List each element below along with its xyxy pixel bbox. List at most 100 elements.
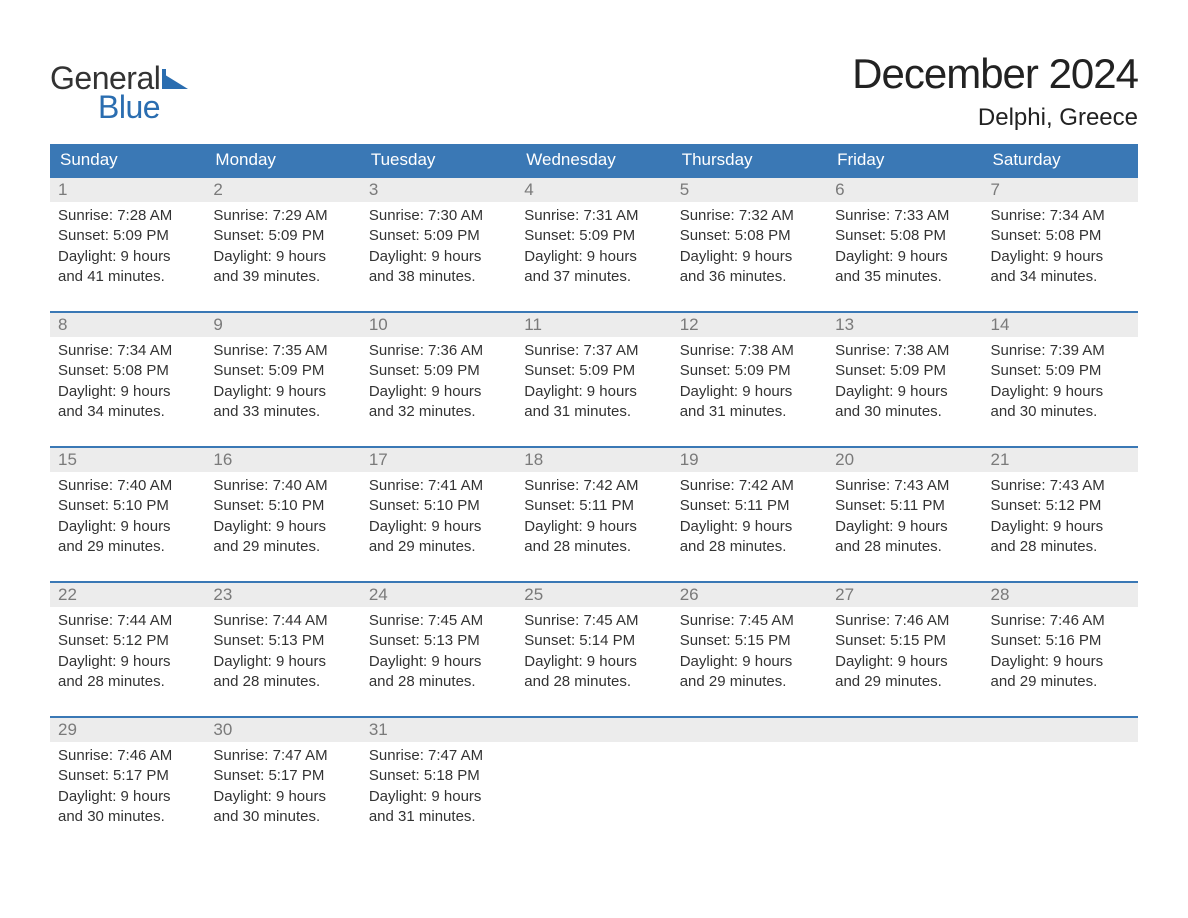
- daylight-text: Daylight: 9 hours: [991, 652, 1130, 672]
- daylight-text: and 33 minutes.: [213, 402, 352, 422]
- sunset-text: Sunset: 5:09 PM: [835, 361, 974, 381]
- daylight-text: Daylight: 9 hours: [835, 517, 974, 537]
- day-details: Sunrise: 7:36 AMSunset: 5:09 PMDaylight:…: [361, 337, 516, 428]
- daylight-text: Daylight: 9 hours: [680, 247, 819, 267]
- sunrise-text: Sunrise: 7:47 AM: [213, 746, 352, 766]
- daylight-text: and 29 minutes.: [835, 672, 974, 692]
- sunrise-text: Sunrise: 7:36 AM: [369, 341, 508, 361]
- day-details: Sunrise: 7:33 AMSunset: 5:08 PMDaylight:…: [827, 202, 982, 293]
- calendar-day: 12Sunrise: 7:38 AMSunset: 5:09 PMDayligh…: [672, 313, 827, 428]
- daylight-text: Daylight: 9 hours: [213, 652, 352, 672]
- sunset-text: Sunset: 5:08 PM: [58, 361, 197, 381]
- day-details: Sunrise: 7:44 AMSunset: 5:13 PMDaylight:…: [205, 607, 360, 698]
- sunset-text: Sunset: 5:09 PM: [213, 361, 352, 381]
- calendar-week: 29Sunrise: 7:46 AMSunset: 5:17 PMDayligh…: [50, 716, 1138, 833]
- day-details: Sunrise: 7:45 AMSunset: 5:13 PMDaylight:…: [361, 607, 516, 698]
- day-number: 22: [50, 583, 205, 607]
- daylight-text: and 34 minutes.: [991, 267, 1130, 287]
- daylight-text: and 28 minutes.: [369, 672, 508, 692]
- sunrise-text: Sunrise: 7:30 AM: [369, 206, 508, 226]
- day-number: 9: [205, 313, 360, 337]
- calendar-week: 8Sunrise: 7:34 AMSunset: 5:08 PMDaylight…: [50, 311, 1138, 428]
- day-number: 2: [205, 178, 360, 202]
- daylight-text: Daylight: 9 hours: [213, 787, 352, 807]
- day-details: [827, 742, 982, 752]
- calendar-day: 20Sunrise: 7:43 AMSunset: 5:11 PMDayligh…: [827, 448, 982, 563]
- daylight-text: and 30 minutes.: [835, 402, 974, 422]
- month-title: December 2024: [852, 50, 1138, 98]
- day-details: Sunrise: 7:42 AMSunset: 5:11 PMDaylight:…: [516, 472, 671, 563]
- calendar-day: 16Sunrise: 7:40 AMSunset: 5:10 PMDayligh…: [205, 448, 360, 563]
- day-number: 19: [672, 448, 827, 472]
- day-details: Sunrise: 7:42 AMSunset: 5:11 PMDaylight:…: [672, 472, 827, 563]
- day-details: Sunrise: 7:30 AMSunset: 5:09 PMDaylight:…: [361, 202, 516, 293]
- calendar-day: 14Sunrise: 7:39 AMSunset: 5:09 PMDayligh…: [983, 313, 1138, 428]
- daylight-text: and 29 minutes.: [369, 537, 508, 557]
- day-details: [983, 742, 1138, 752]
- calendar-day: 17Sunrise: 7:41 AMSunset: 5:10 PMDayligh…: [361, 448, 516, 563]
- calendar-day: 15Sunrise: 7:40 AMSunset: 5:10 PMDayligh…: [50, 448, 205, 563]
- calendar-day: [672, 718, 827, 833]
- page-header: General Blue December 2024 Delphi, Greec…: [50, 50, 1138, 132]
- sunset-text: Sunset: 5:09 PM: [58, 226, 197, 246]
- sunset-text: Sunset: 5:15 PM: [835, 631, 974, 651]
- sunrise-text: Sunrise: 7:44 AM: [213, 611, 352, 631]
- location: Delphi, Greece: [852, 104, 1138, 132]
- daylight-text: Daylight: 9 hours: [524, 247, 663, 267]
- day-number: [827, 718, 982, 742]
- daylight-text: Daylight: 9 hours: [991, 382, 1130, 402]
- daylight-text: Daylight: 9 hours: [369, 382, 508, 402]
- logo-text-blue: Blue: [98, 89, 160, 126]
- daylight-text: Daylight: 9 hours: [213, 247, 352, 267]
- day-number: 11: [516, 313, 671, 337]
- sunrise-text: Sunrise: 7:44 AM: [58, 611, 197, 631]
- calendar-day: 31Sunrise: 7:47 AMSunset: 5:18 PMDayligh…: [361, 718, 516, 833]
- sunset-text: Sunset: 5:14 PM: [524, 631, 663, 651]
- sunrise-text: Sunrise: 7:40 AM: [58, 476, 197, 496]
- sunrise-text: Sunrise: 7:29 AM: [213, 206, 352, 226]
- day-details: Sunrise: 7:32 AMSunset: 5:08 PMDaylight:…: [672, 202, 827, 293]
- day-details: Sunrise: 7:38 AMSunset: 5:09 PMDaylight:…: [827, 337, 982, 428]
- daylight-text: and 30 minutes.: [991, 402, 1130, 422]
- sunrise-text: Sunrise: 7:45 AM: [369, 611, 508, 631]
- sunrise-text: Sunrise: 7:33 AM: [835, 206, 974, 226]
- sunset-text: Sunset: 5:13 PM: [369, 631, 508, 651]
- calendar-day: 22Sunrise: 7:44 AMSunset: 5:12 PMDayligh…: [50, 583, 205, 698]
- sunrise-text: Sunrise: 7:42 AM: [524, 476, 663, 496]
- calendar-day: 11Sunrise: 7:37 AMSunset: 5:09 PMDayligh…: [516, 313, 671, 428]
- sunset-text: Sunset: 5:09 PM: [524, 361, 663, 381]
- sunset-text: Sunset: 5:11 PM: [524, 496, 663, 516]
- sunrise-text: Sunrise: 7:42 AM: [680, 476, 819, 496]
- daylight-text: and 30 minutes.: [213, 807, 352, 827]
- daylight-text: and 37 minutes.: [524, 267, 663, 287]
- day-details: Sunrise: 7:47 AMSunset: 5:17 PMDaylight:…: [205, 742, 360, 833]
- day-number: 4: [516, 178, 671, 202]
- sunrise-text: Sunrise: 7:31 AM: [524, 206, 663, 226]
- calendar-day: 26Sunrise: 7:45 AMSunset: 5:15 PMDayligh…: [672, 583, 827, 698]
- day-number: 20: [827, 448, 982, 472]
- weekday-header: Monday: [205, 144, 360, 176]
- day-details: Sunrise: 7:31 AMSunset: 5:09 PMDaylight:…: [516, 202, 671, 293]
- calendar: Sunday Monday Tuesday Wednesday Thursday…: [50, 144, 1138, 833]
- day-number: 17: [361, 448, 516, 472]
- daylight-text: Daylight: 9 hours: [680, 517, 819, 537]
- daylight-text: and 31 minutes.: [369, 807, 508, 827]
- daylight-text: Daylight: 9 hours: [58, 787, 197, 807]
- day-number: 7: [983, 178, 1138, 202]
- weekday-header: Sunday: [50, 144, 205, 176]
- daylight-text: and 29 minutes.: [58, 537, 197, 557]
- day-details: Sunrise: 7:28 AMSunset: 5:09 PMDaylight:…: [50, 202, 205, 293]
- sunrise-text: Sunrise: 7:47 AM: [369, 746, 508, 766]
- sunset-text: Sunset: 5:12 PM: [991, 496, 1130, 516]
- sunset-text: Sunset: 5:11 PM: [835, 496, 974, 516]
- sunset-text: Sunset: 5:09 PM: [369, 226, 508, 246]
- daylight-text: and 39 minutes.: [213, 267, 352, 287]
- daylight-text: and 28 minutes.: [213, 672, 352, 692]
- calendar-day: 27Sunrise: 7:46 AMSunset: 5:15 PMDayligh…: [827, 583, 982, 698]
- day-number: 24: [361, 583, 516, 607]
- day-number: 23: [205, 583, 360, 607]
- sunset-text: Sunset: 5:08 PM: [680, 226, 819, 246]
- daylight-text: and 29 minutes.: [680, 672, 819, 692]
- daylight-text: and 28 minutes.: [524, 672, 663, 692]
- title-block: December 2024 Delphi, Greece: [852, 50, 1138, 132]
